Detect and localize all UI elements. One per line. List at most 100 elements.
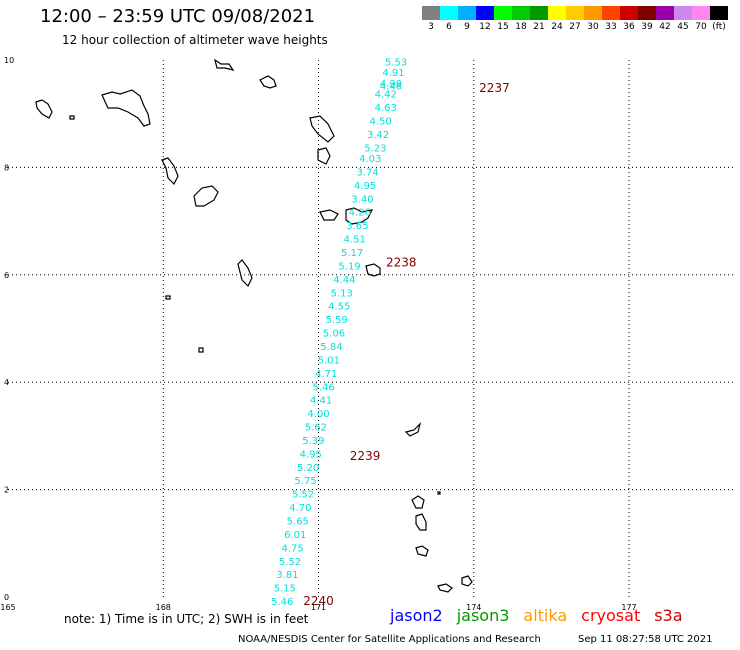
map-subtitle: 12 hour collection of altimeter wave hei… [62, 33, 328, 47]
color-scale-swatch [494, 6, 512, 20]
color-scale-swatch [692, 6, 710, 20]
wave-height-value: 5.62 [305, 423, 327, 434]
wave-height-value: 3.81 [276, 570, 298, 581]
wave-height-value: 3.42 [367, 130, 389, 141]
color-scale-label: 12 [479, 22, 491, 32]
wave-height-value: 4.71 [315, 369, 337, 380]
wave-height-value: 5.06 [323, 329, 345, 340]
color-scale-label: 18 [515, 22, 527, 32]
color-scale-label: 15 [497, 22, 509, 32]
generation-timestamp: Sep 11 08:27:58 UTC 2021 [578, 634, 713, 645]
wave-height-value: 5.17 [341, 248, 363, 259]
island-outline [404, 422, 422, 437]
wave-height-value: 4.95 [354, 181, 376, 192]
pass-time-label: 2237 [479, 81, 510, 95]
color-scale-label: 33 [605, 22, 617, 32]
wave-height-value: 5.39 [302, 436, 324, 447]
color-scale-label: 3 [428, 22, 434, 32]
island-outline [415, 513, 427, 531]
wave-height-value: 4.42 [375, 90, 397, 101]
wave-height-value: 5.46 [313, 382, 335, 393]
color-scale-label: 27 [569, 22, 581, 32]
island-outline [437, 583, 453, 593]
color-scale-labels: 3 6 9 12 15 18 21 24 27 30 33 36 39 42 45 70 (ft) [422, 22, 732, 34]
island-outline [415, 545, 429, 557]
wave-height-value: 3.74 [357, 167, 379, 178]
wave-height-value: 4.91 [382, 68, 404, 79]
island-outline [437, 491, 441, 495]
color-scale-label: 42 [659, 22, 671, 32]
y-tick-label: 0 [4, 593, 9, 602]
island-outline [365, 263, 381, 277]
color-scale-label: 24 [551, 22, 563, 32]
wave-height-value: 4.44 [333, 275, 355, 286]
color-scale-swatch [674, 6, 692, 20]
color-scale-swatch [602, 6, 620, 20]
color-scale-swatch [458, 6, 476, 20]
x-tick-label: 168 [156, 603, 171, 612]
color-scale-swatch [638, 6, 656, 20]
color-scale-swatch [620, 6, 638, 20]
wave-height-value: 5.52 [292, 490, 314, 501]
wave-height-value: 3.65 [346, 221, 368, 232]
wave-height-value: 4.03 [359, 154, 381, 165]
color-scale-swatch [512, 6, 530, 20]
island-outline [309, 115, 335, 143]
y-tick-label: 8 [4, 163, 9, 172]
wave-height-value: 5.15 [274, 584, 296, 595]
wave-height-value: 5.52 [279, 557, 301, 568]
wave-height-value: 5.01 [318, 355, 340, 366]
satellite-legend-item: s3a [654, 606, 683, 625]
wave-height-value: 4.75 [281, 543, 303, 554]
wave-height-value: 4.41 [310, 396, 332, 407]
satellite-legend-item: cryosat [581, 606, 641, 625]
island-outline [345, 207, 374, 225]
island-outline [193, 185, 219, 207]
lat-lon-grid [8, 60, 735, 597]
x-tick-label: 177 [621, 603, 636, 612]
island-outline [317, 147, 331, 165]
wave-height-value: 5.84 [320, 342, 342, 353]
color-scale-label: 30 [587, 22, 599, 32]
color-scale-label: 39 [641, 22, 653, 32]
satellite-legend: jason2 jason3 altika cryosat s3a [390, 606, 697, 625]
satellite-legend-item: jason3 [456, 606, 510, 625]
wave-height-value: 5.59 [325, 315, 347, 326]
island-outline [101, 89, 151, 127]
wave-height-value: 5.53 [385, 57, 407, 68]
wave-height-value: 4.46 [380, 82, 402, 93]
y-tick-label: 2 [4, 486, 9, 495]
color-scale-label: 36 [623, 22, 635, 32]
wave-height-value: 4.00 [307, 409, 329, 420]
wave-height-value: 4.99 [380, 79, 402, 90]
color-scale-swatch [566, 6, 584, 20]
wave-height-value: 4.95 [300, 449, 322, 460]
island-outline [461, 575, 473, 587]
island-outline [69, 115, 75, 120]
wave-height-labels: 5.534.914.994.464.42 4.63 4.50 3.42 5.234.03… [271, 57, 407, 608]
x-tick-label: 165 [0, 603, 15, 612]
wave-height-value: 4.50 [369, 116, 391, 127]
color-scale-swatch [530, 6, 548, 20]
color-scale-label: 9 [464, 22, 470, 32]
color-scale-label: 21 [533, 22, 545, 32]
wave-height-value: 4.55 [328, 302, 350, 313]
y-tick-label: 10 [4, 56, 14, 65]
wave-height-value: 4.51 [344, 235, 366, 246]
wave-height-value: 5.19 [338, 261, 360, 272]
wave-height-value: 4.63 [375, 103, 397, 114]
axis-tick-labels: 165 168 171 174 177 10 8 6 4 2 0 [0, 56, 636, 612]
island-outline [35, 99, 53, 119]
color-scale-label: 45 [677, 22, 689, 32]
pass-time-label: 2239 [350, 449, 381, 463]
y-tick-label: 4 [4, 378, 9, 387]
pass-time-label: 2238 [386, 256, 417, 270]
island-outline [198, 347, 204, 353]
color-scale-label: 70 [695, 22, 707, 32]
y-tick-label: 6 [4, 271, 9, 280]
wave-height-value: 5.13 [331, 288, 353, 299]
island-outlines [35, 58, 473, 593]
color-scale-bar [422, 6, 728, 20]
time-labels: 2237 2238 2239 2240 [303, 81, 509, 608]
